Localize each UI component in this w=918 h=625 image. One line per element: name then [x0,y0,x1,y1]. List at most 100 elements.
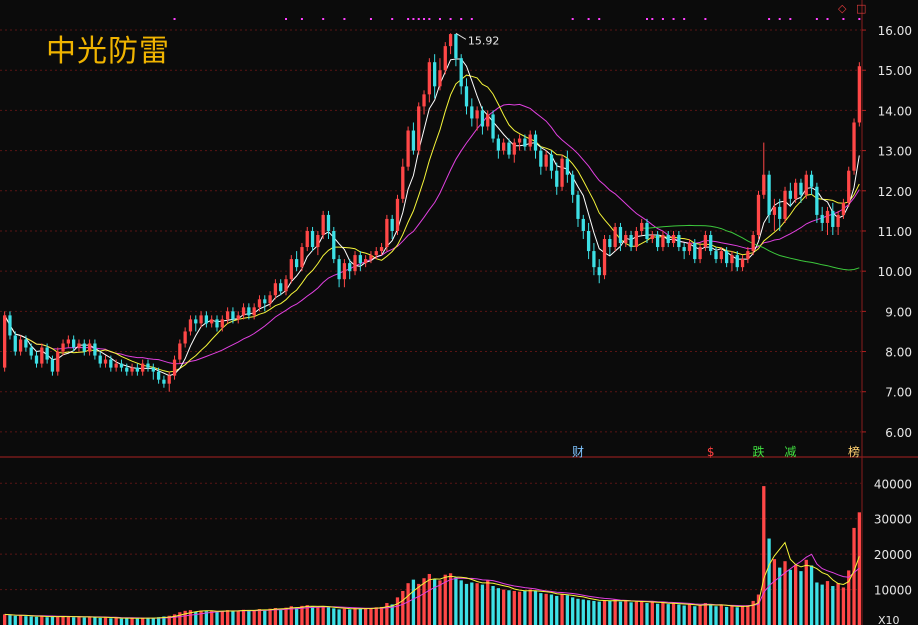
candle-body [162,379,166,384]
candle-body [640,222,644,231]
volume-bar [72,617,76,625]
volume-tick-label: 20000 [874,548,912,562]
candle-body [252,307,256,316]
candle-body [188,319,193,332]
candle-body [624,235,628,244]
candle-body [146,363,150,368]
candle-body [151,367,155,372]
candle-body [374,251,378,256]
candle-body [448,34,453,47]
volume-bar [98,617,102,625]
candle-body [762,174,766,195]
candle-body [103,359,108,364]
volume-bar [719,605,723,625]
candle-body [661,235,665,248]
top-marker [322,18,325,20]
top-marker [789,18,792,20]
candle-body [586,230,591,252]
candle-body [401,166,405,199]
candle-body [8,315,12,336]
volume-bar [321,606,325,625]
candle-body [555,170,559,187]
volume-bar [544,593,548,625]
volume-bar [597,601,601,625]
candle-body [571,174,575,195]
volume-bar [459,580,463,625]
candle-body [93,343,97,356]
volume-bar [571,597,575,625]
volume-bar [762,486,766,625]
volume-bar [305,605,309,625]
candle-body [220,319,224,328]
candle-body [225,311,230,320]
event-tag-label: 跌 [752,444,764,459]
volume-bar [225,610,230,625]
volume-bar [167,615,171,625]
volume-bar [199,610,203,625]
moving-average-lines [4,58,860,377]
top-marker [646,18,648,20]
candle-body [125,367,129,372]
candle-body [417,106,421,151]
volume-bar [815,582,819,625]
candle-body [746,251,750,260]
top-marker [417,18,420,20]
candle-body [772,206,777,215]
top-marker [460,18,463,20]
window-icon[interactable]: □ [856,2,867,15]
candle-body [77,343,81,348]
volume-bar [793,564,798,625]
volume-bar [772,559,777,625]
volume-bar [555,595,559,625]
candle-body [852,122,856,171]
volume-bar [316,607,320,625]
candle-body [740,259,745,268]
candle-body [385,218,389,248]
top-marker [470,18,473,20]
candle-body [130,367,134,372]
candle-body [581,218,585,231]
volume-bar [146,618,150,625]
volume-bar [565,595,570,625]
top-marker [300,18,303,20]
volume-bar [268,608,272,625]
volume-bar [417,583,421,625]
volume-bar [751,600,755,625]
candle-body [454,34,458,59]
event-tag-label: $ [707,445,715,459]
candle-body [358,255,362,264]
volume-bar [714,606,718,625]
volume-bar [517,591,522,625]
top-marker [778,18,781,20]
diamond-icon[interactable]: ◇ [838,2,847,15]
candle-body [857,66,861,123]
volume-bar [125,618,129,625]
volume-bar [363,608,368,625]
top-marker [672,18,675,20]
candle-body [592,251,596,268]
candle-body [756,194,761,235]
high-annotation: 15.92 [455,32,499,47]
candle-body [618,226,623,244]
volume-bar [294,607,299,625]
candle-body [114,363,118,368]
top-marker [285,18,288,20]
candle-body [523,138,527,147]
candle-body [289,259,293,280]
candle-body [507,142,511,155]
top-marker [173,18,176,20]
volume-bar [480,584,485,625]
candle-body [135,367,140,372]
candle-body [677,235,681,248]
volume-tick-label: 10000 [874,584,912,598]
volume-bar [257,609,262,625]
candle-body [337,259,341,280]
volume-bar [289,606,293,625]
candle-body [751,235,755,252]
volume-bar [470,582,474,625]
candle-body [29,347,33,356]
candle-body [183,331,187,344]
volume-bar [395,597,400,625]
candle-body [815,186,819,215]
